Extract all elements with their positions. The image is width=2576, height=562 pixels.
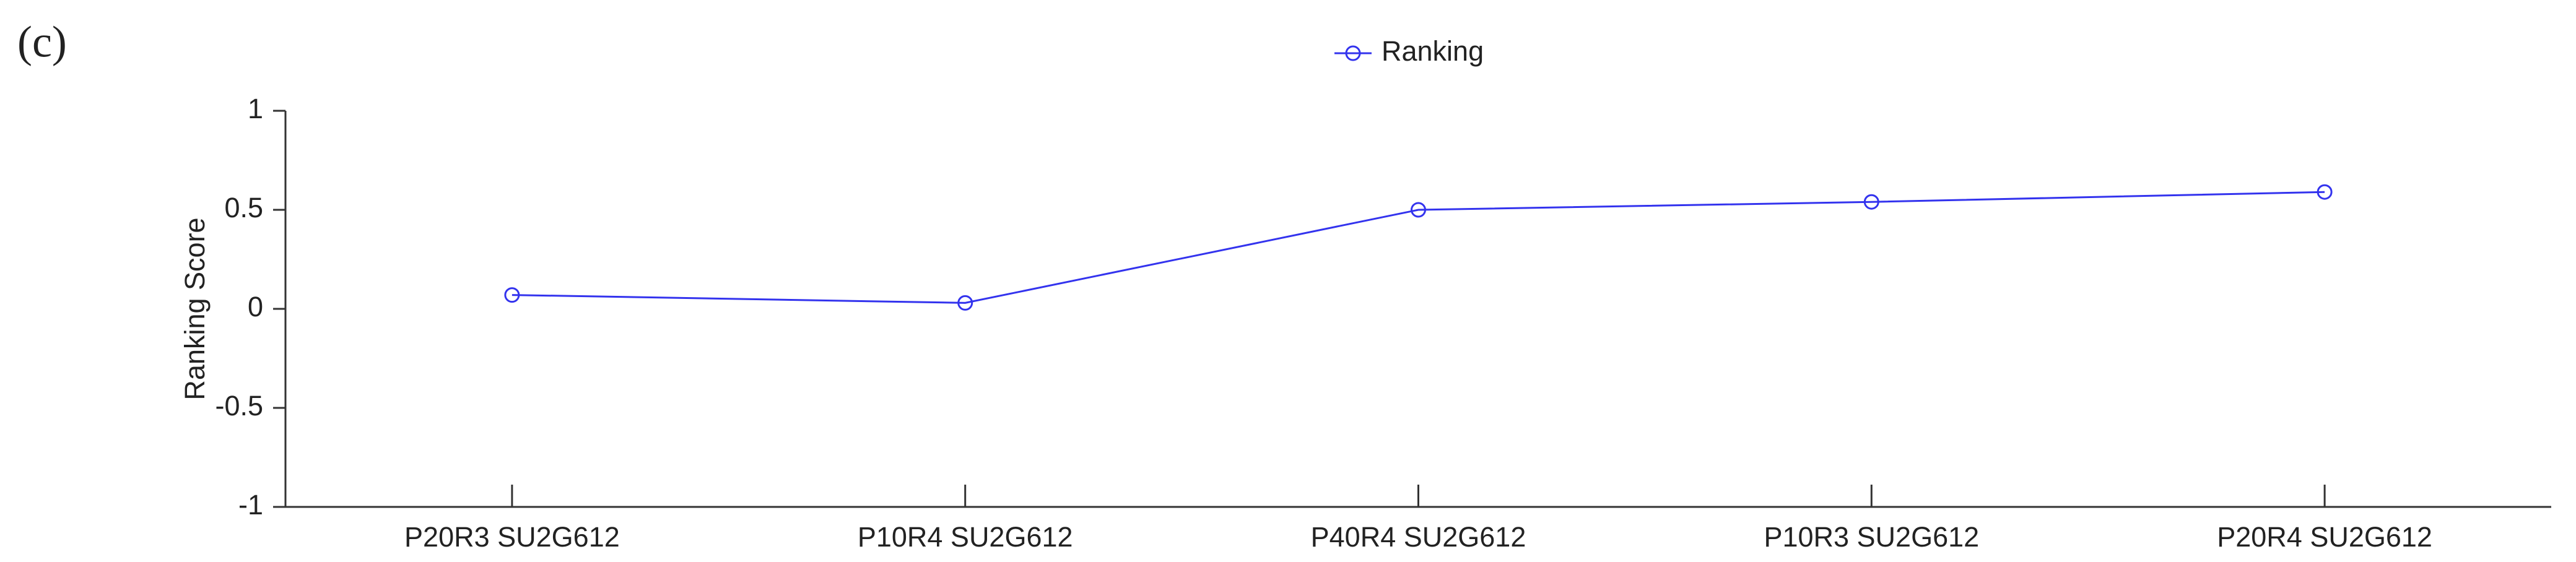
x-tick-label: P10R4 SU2G612 bbox=[858, 521, 1073, 553]
y-tick-label: -1 bbox=[238, 489, 263, 521]
y-tick-label: 0.5 bbox=[224, 192, 263, 223]
y-axis-label: Ranking Score bbox=[179, 217, 211, 400]
y-tick-label: 1 bbox=[248, 93, 263, 124]
point-marker bbox=[1411, 202, 1426, 218]
y-tick-label: 0 bbox=[248, 291, 263, 322]
x-tick-label: P20R4 SU2G612 bbox=[2217, 521, 2432, 553]
x-tick-label: P40R4 SU2G612 bbox=[1311, 521, 1526, 553]
x-tick-label: P20R3 SU2G612 bbox=[404, 521, 620, 553]
y-tick-label: -0.5 bbox=[215, 390, 263, 422]
point-marker bbox=[2317, 184, 2333, 200]
series-line bbox=[511, 191, 2325, 304]
legend-label: Ranking bbox=[1382, 35, 1484, 67]
legend-marker bbox=[1345, 45, 1361, 61]
point-marker bbox=[1863, 194, 1879, 210]
point-marker bbox=[957, 295, 973, 311]
panel-label: (c) bbox=[17, 17, 67, 67]
point-marker bbox=[504, 287, 520, 303]
x-tick-label: P10R3 SU2G612 bbox=[1764, 521, 1979, 553]
